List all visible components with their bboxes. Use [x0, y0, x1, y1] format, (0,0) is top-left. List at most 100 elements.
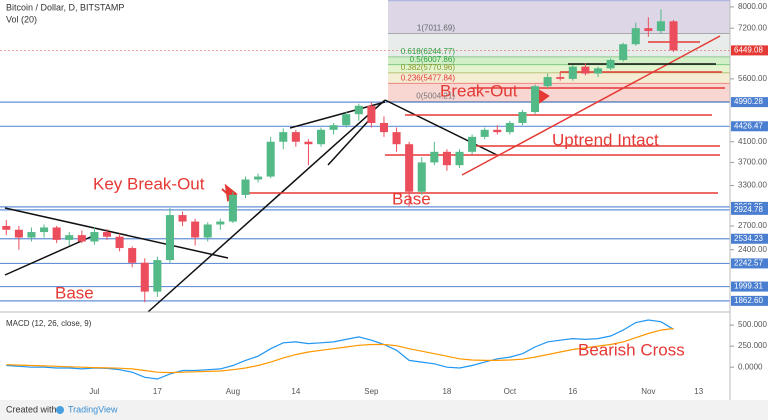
y-tick-label: 8000.00 — [738, 2, 767, 11]
price-tag-label: 1862.60 — [734, 296, 763, 305]
annotation: Uptrend Intact — [552, 130, 659, 149]
trend-line — [327, 116, 373, 166]
price-tag — [731, 45, 768, 56]
volume-label: Vol (20) — [6, 14, 37, 24]
candle-body — [556, 77, 565, 79]
uptrend-line — [461, 35, 721, 176]
macd-label: MACD (12, 26, close, 9) — [6, 319, 92, 328]
fib-band — [388, 33, 730, 57]
candle-body — [165, 215, 174, 261]
candle-body — [140, 262, 149, 292]
fib-band — [388, 64, 730, 73]
fib-label: 0.618(6244.77) — [401, 47, 456, 56]
candles — [2, 9, 678, 303]
macd-line — [6, 319, 674, 380]
x-tick-label: Sep — [364, 387, 379, 396]
candle-body — [241, 179, 250, 195]
x-tick-label: 14 — [291, 387, 300, 396]
candle-body — [581, 66, 590, 74]
candle-body — [543, 77, 552, 87]
candle-body — [266, 141, 275, 177]
candle-body — [531, 86, 540, 113]
price-tag — [731, 97, 768, 108]
price-tag-label: 2534.23 — [734, 234, 763, 243]
x-tick-label: 16 — [568, 387, 577, 396]
candle-body — [178, 215, 187, 222]
macd-line — [6, 327, 674, 374]
candle-body — [90, 232, 99, 242]
candle-body — [342, 114, 351, 126]
trend-line — [4, 234, 96, 276]
footer-brand[interactable]: TradingView — [68, 404, 118, 414]
candle-body — [216, 221, 225, 225]
chart-title: Bitcoin / Dollar, D, BITSTAMP — [6, 2, 124, 12]
price-tag — [731, 281, 768, 292]
trend-line — [147, 99, 386, 313]
price-tag-label: 4990.28 — [734, 97, 763, 106]
candle-body — [115, 236, 124, 249]
y-tick-label: 3700.00 — [738, 158, 767, 167]
candle-body — [40, 227, 49, 233]
fib-band — [388, 56, 730, 65]
candle-body — [367, 105, 376, 123]
candle-body — [405, 144, 414, 192]
candle-body — [568, 66, 577, 79]
price-tag-label: 2924.78 — [734, 205, 763, 214]
price-tag — [731, 204, 768, 215]
price-tag-label: 6449.08 — [734, 46, 763, 55]
candle-body — [291, 132, 300, 142]
x-tick-label: Jul — [89, 387, 99, 396]
candle-body — [52, 227, 61, 240]
price-tag-label: 2242.57 — [734, 259, 763, 268]
macd-tick-label: 250.000 — [738, 341, 767, 350]
candle-body — [65, 235, 74, 240]
candle-body — [606, 59, 615, 69]
price-tag-label: 4426.47 — [734, 121, 763, 130]
candle-body — [102, 232, 112, 237]
annotation: Base — [392, 189, 431, 208]
annotation: Bearish Cross — [578, 340, 685, 359]
footer — [0, 400, 768, 420]
candle-body — [417, 162, 426, 192]
candle-body — [304, 141, 313, 145]
drawings — [4, 35, 725, 313]
y-tick-label: 7200.00 — [738, 23, 767, 32]
fib-label: 0.382(5770.96) — [401, 63, 456, 72]
candle-body — [27, 232, 36, 238]
x-tick-label: 18 — [442, 387, 451, 396]
macd-pane: 500.000 250.000 0.0000 — [6, 319, 767, 380]
candle-body — [505, 122, 514, 133]
candle-body — [644, 28, 653, 32]
price-tag — [731, 258, 768, 269]
x-tick-label: 17 — [153, 387, 162, 396]
y-tick-label: 5600.00 — [738, 74, 767, 83]
candle-body — [279, 132, 288, 142]
candle-body — [392, 132, 401, 145]
x-tick-label: Aug — [226, 387, 240, 396]
candle-body — [2, 225, 11, 230]
fib-label: 0.5(6007.86) — [410, 55, 456, 64]
candle-body — [656, 21, 665, 32]
annotation: Base — [55, 283, 94, 302]
price-tag-label: 1999.31 — [734, 282, 763, 291]
fib-label: 0.236(5477.84) — [401, 73, 456, 82]
price-tag — [731, 121, 768, 132]
candle-body — [14, 229, 23, 238]
candle-body — [631, 28, 640, 45]
candle-body — [77, 235, 86, 242]
y-tick-label: 3300.00 — [738, 181, 767, 190]
candle-body — [354, 105, 363, 115]
y-tick-label: 4100.00 — [738, 137, 767, 146]
candle-body — [191, 221, 200, 238]
x-tick-label: 13 — [694, 387, 703, 396]
macd-tick-label: 500.000 — [738, 320, 767, 329]
candle-body — [128, 248, 137, 263]
brand-icon — [56, 406, 64, 414]
candle-body — [329, 125, 338, 130]
candle-body — [442, 151, 451, 166]
candle-body — [430, 151, 439, 163]
candle-body — [619, 44, 628, 60]
candle-body — [203, 224, 212, 238]
fib-label: 0(5004.21) — [416, 92, 455, 101]
